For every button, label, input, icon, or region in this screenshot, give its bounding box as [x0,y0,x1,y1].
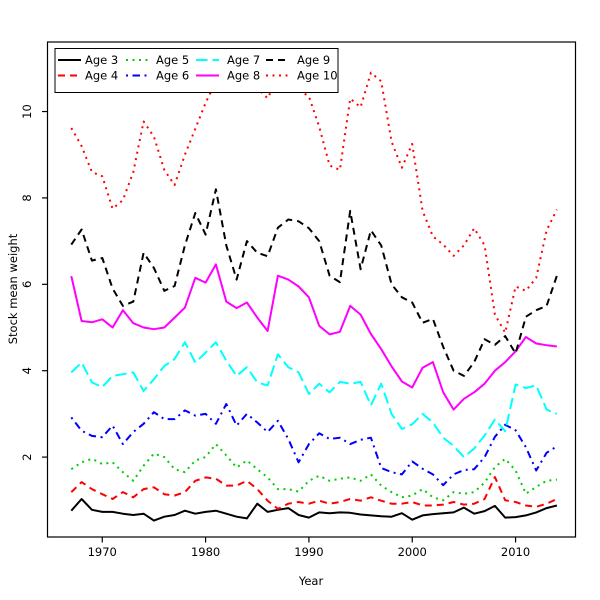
y-axis-tick-label: 10 [20,104,34,119]
plot-border [46,41,577,538]
x-axis-tick-label: 2010 [501,545,530,559]
legend-label-age-8: Age 8 [227,69,260,83]
legend-label-age-4: Age 4 [85,69,118,83]
y-axis-tick-label: 8 [20,194,34,201]
legend-label-age-6: Age 6 [156,69,189,83]
x-axis-tick-label: 1970 [88,545,117,559]
series-line-age-3 [70,498,558,522]
series-line-age-9 [70,188,558,377]
x-axis-tick-label: 1990 [294,545,323,559]
series-line-age-10 [70,71,558,334]
x-axis-title: Year [298,574,324,588]
series-line-age-8 [70,263,558,411]
series-line-age-4 [70,476,558,510]
x-axis-tick-label: 1980 [191,545,220,559]
legend-label-age-7: Age 7 [227,53,260,67]
y-axis-tick-label: 4 [20,367,34,374]
legend-label-age-10: Age 10 [297,69,338,83]
legend-box [54,48,339,93]
legend-label-age-3: Age 3 [85,53,118,67]
y-axis-title: Stock mean weight [6,233,20,345]
series-line-age-7 [70,341,558,459]
series-line-age-6 [70,403,558,487]
legend-label-age-9: Age 9 [297,53,330,67]
y-axis-tick-label: 6 [20,281,34,288]
series-line-age-5 [70,443,558,502]
x-axis-tick-label: 2000 [398,545,427,559]
legend-label-age-5: Age 5 [156,53,189,67]
y-axis-tick-label: 2 [20,453,34,460]
